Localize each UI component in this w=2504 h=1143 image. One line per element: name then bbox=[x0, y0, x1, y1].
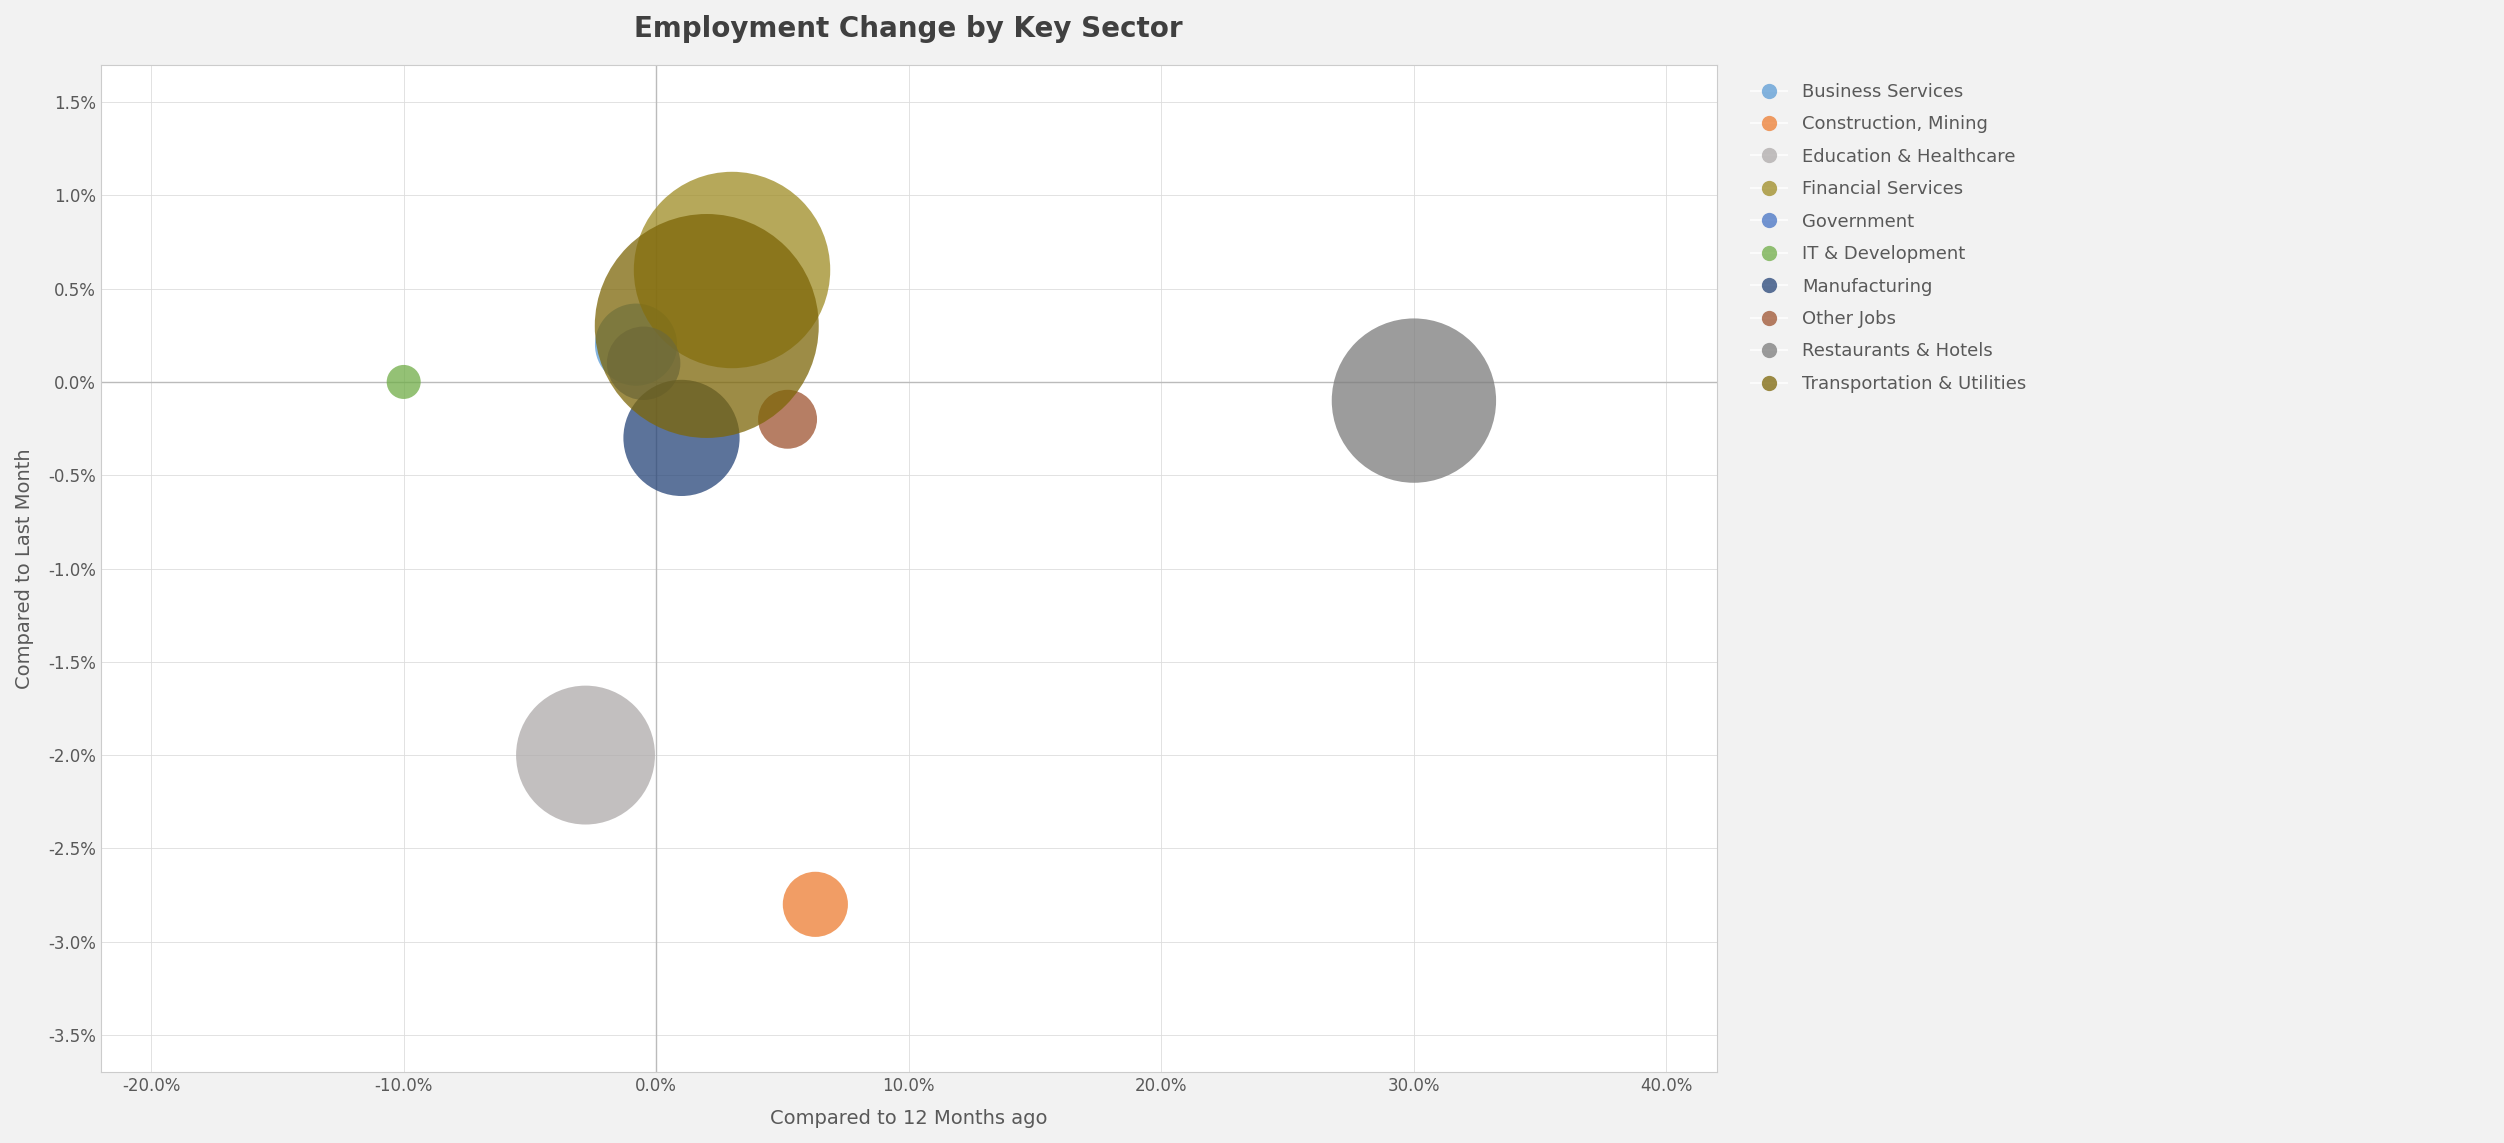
Point bbox=[661, 429, 701, 447]
Point bbox=[383, 373, 423, 391]
Point bbox=[616, 336, 656, 354]
Point bbox=[711, 261, 751, 279]
Title: Employment Change by Key Sector: Employment Change by Key Sector bbox=[634, 15, 1182, 43]
Legend: Business Services, Construction, Mining, Education & Healthcare, Financial Servi: Business Services, Construction, Mining,… bbox=[1743, 74, 2036, 402]
Point bbox=[769, 410, 809, 429]
Point bbox=[1395, 391, 1435, 409]
Y-axis label: Compared to Last Month: Compared to Last Month bbox=[15, 448, 35, 689]
X-axis label: Compared to 12 Months ago: Compared to 12 Months ago bbox=[771, 1109, 1047, 1128]
Point bbox=[796, 895, 836, 913]
Point bbox=[566, 746, 606, 765]
Point bbox=[623, 354, 664, 373]
Point bbox=[686, 317, 726, 335]
